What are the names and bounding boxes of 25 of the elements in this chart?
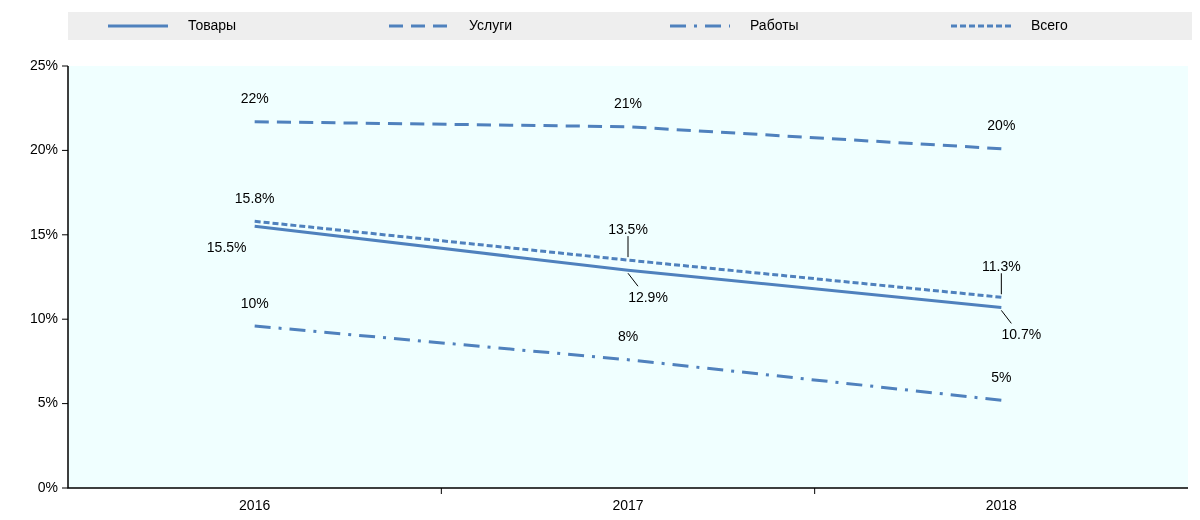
data-label: 10.7%: [1001, 326, 1042, 343]
data-label: 15.5%: [206, 239, 247, 256]
y-tick-label: 25%: [29, 56, 58, 73]
legend-label: Услуги: [469, 16, 513, 33]
x-tick-label: 2018: [985, 496, 1018, 513]
x-tick-label: 2016: [239, 496, 271, 513]
data-label: 21%: [613, 95, 643, 112]
data-label: 5%: [991, 368, 1012, 385]
legend-label: Всего: [1031, 16, 1068, 33]
data-label: 13.5%: [608, 220, 648, 237]
y-tick-label: 20%: [29, 141, 58, 158]
legend-label: Товары: [188, 16, 237, 33]
y-tick-label: 10%: [29, 309, 58, 326]
y-tick-label: 5%: [37, 394, 58, 411]
data-label: 22%: [240, 90, 269, 107]
data-label: 11.3%: [982, 257, 1021, 274]
data-label: 12.9%: [628, 288, 668, 305]
x-tick-label: 2017: [612, 496, 644, 513]
data-label: 20%: [987, 117, 1016, 134]
legend-label: Работы: [750, 16, 799, 33]
data-label: 10%: [240, 294, 269, 311]
data-label: 8%: [617, 328, 639, 345]
data-label: 15.8%: [234, 190, 275, 206]
y-tick-label: 15%: [29, 225, 58, 242]
y-tick-label: 0%: [37, 478, 58, 495]
